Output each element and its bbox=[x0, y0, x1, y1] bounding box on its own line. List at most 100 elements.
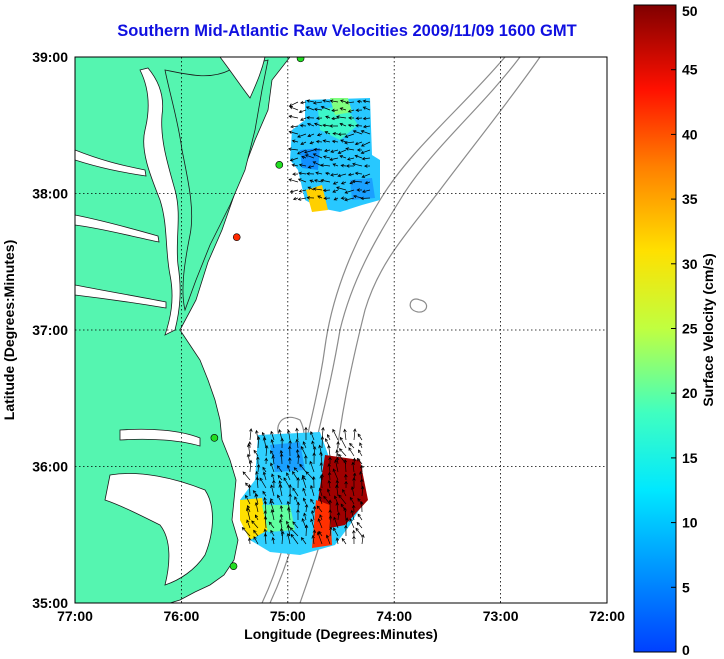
velocity-arrow bbox=[312, 101, 323, 105]
velocity-arrow bbox=[247, 537, 252, 545]
velocity-arrow bbox=[302, 441, 307, 449]
velocity-arrow bbox=[336, 115, 347, 119]
colorbar-tick-label: 15 bbox=[682, 450, 698, 466]
velocity-arrow bbox=[323, 196, 331, 201]
velocity-arrow bbox=[333, 516, 339, 529]
velocity-arrow bbox=[263, 533, 268, 545]
velocity-arrow bbox=[313, 122, 323, 127]
velocity-arrow bbox=[262, 471, 267, 481]
velocity-arrow bbox=[344, 141, 355, 145]
velocity-arrow bbox=[254, 501, 259, 513]
radar-stations bbox=[210, 57, 305, 570]
velocity-arrow bbox=[313, 107, 323, 112]
velocity-arrow bbox=[343, 507, 347, 521]
velocity-arrow bbox=[328, 456, 332, 465]
velocity-arrow bbox=[360, 478, 364, 489]
velocity-arrow bbox=[325, 171, 331, 176]
velocity-arrow bbox=[362, 99, 371, 104]
velocity-arrow bbox=[335, 484, 339, 497]
velocity-arrow bbox=[306, 99, 315, 103]
velocity-arrow bbox=[320, 105, 331, 111]
velocity-arrow bbox=[332, 189, 339, 193]
velocity-arrow bbox=[351, 461, 355, 473]
velocity-arrow bbox=[349, 496, 355, 505]
velocity-arrow bbox=[344, 524, 348, 537]
velocity-arrow bbox=[312, 153, 323, 159]
velocity-arrow bbox=[287, 147, 299, 151]
velocity-arrow bbox=[286, 500, 291, 513]
velocity-arrow bbox=[262, 490, 267, 497]
velocity-arrow bbox=[299, 463, 307, 473]
velocity-arrow bbox=[344, 473, 348, 481]
velocity-arrow bbox=[352, 130, 363, 135]
velocity-arrow bbox=[344, 189, 355, 194]
velocity-arrow bbox=[349, 181, 355, 185]
velocity-arrow bbox=[286, 506, 291, 521]
x-tick-labels: 77:00 76:00 75:00 74:00 73:00 72:00 bbox=[57, 608, 625, 624]
colorbar-tick-label: 0 bbox=[682, 642, 690, 658]
velocity-arrow bbox=[354, 141, 363, 146]
velocity-arrow bbox=[298, 163, 307, 167]
velocity-arrow bbox=[302, 487, 307, 497]
velocity-arrow bbox=[296, 454, 301, 465]
y-tick-label: 36:00 bbox=[32, 459, 68, 475]
velocity-arrow bbox=[344, 480, 348, 489]
colorbar-tick-label: 45 bbox=[682, 62, 698, 78]
velocity-arrow bbox=[271, 473, 275, 481]
velocity-arrow bbox=[329, 99, 339, 103]
velocity-arrow bbox=[332, 468, 339, 481]
velocity-arrow bbox=[272, 479, 276, 489]
velocity-arrow bbox=[311, 440, 315, 449]
velocity-arrow bbox=[344, 133, 355, 138]
velocity-arrow bbox=[335, 501, 339, 513]
velocity-arrow bbox=[322, 188, 331, 193]
velocity-arrow bbox=[337, 132, 347, 136]
velocity-arrow bbox=[312, 476, 316, 489]
y-tick-label: 38:00 bbox=[32, 186, 68, 202]
velocity-arrow bbox=[319, 474, 323, 489]
velocity-arrow bbox=[309, 460, 315, 473]
velocity-arrow bbox=[307, 122, 315, 127]
velocity-arrow bbox=[270, 509, 275, 521]
velocity-arrow bbox=[359, 500, 364, 513]
velocity-arrow bbox=[278, 429, 283, 441]
velocity-arrow bbox=[355, 108, 363, 112]
velocity-arrow bbox=[335, 537, 340, 545]
velocity-arrow bbox=[292, 487, 299, 497]
velocity-arrow bbox=[304, 524, 309, 537]
velocity-arrow bbox=[292, 196, 299, 201]
velocity-arrow bbox=[316, 133, 323, 137]
velocity-arrow bbox=[277, 494, 283, 505]
velocity-arrow bbox=[320, 163, 331, 167]
velocity-arrow bbox=[298, 171, 307, 176]
velocity-arrow bbox=[316, 116, 323, 120]
velocity-arrow bbox=[312, 529, 317, 537]
grid-lines bbox=[75, 57, 607, 603]
velocity-arrow bbox=[310, 484, 315, 497]
velocity-arrow bbox=[263, 515, 268, 529]
colorbar-tick-label: 25 bbox=[682, 321, 698, 337]
velocity-arrow bbox=[345, 100, 355, 105]
velocity-arrow bbox=[297, 197, 307, 201]
velocity-arrow bbox=[356, 457, 363, 465]
velocity-arrow bbox=[332, 181, 339, 185]
velocity-arrow bbox=[270, 430, 275, 441]
velocity-arrow bbox=[358, 449, 363, 457]
velocity-arrow bbox=[289, 106, 299, 111]
colorbar-tick-label: 50 bbox=[682, 3, 698, 19]
velocity-arrow bbox=[254, 493, 259, 505]
velocity-arrow bbox=[343, 428, 347, 441]
velocity-arrow bbox=[333, 527, 339, 537]
velocity-arrow bbox=[315, 171, 323, 175]
velocity-arrow bbox=[349, 518, 355, 529]
velocity-arrow bbox=[328, 515, 333, 529]
velocity-arrow bbox=[286, 464, 291, 473]
velocity-arrow bbox=[334, 459, 339, 473]
station-marker bbox=[296, 57, 305, 63]
velocity-arrow bbox=[327, 479, 332, 489]
velocity-arrow bbox=[361, 189, 371, 194]
velocity-arrow bbox=[298, 189, 307, 193]
velocity-arrow bbox=[350, 509, 355, 521]
velocity-arrow bbox=[291, 163, 299, 167]
x-tick-label: 74:00 bbox=[376, 608, 412, 624]
